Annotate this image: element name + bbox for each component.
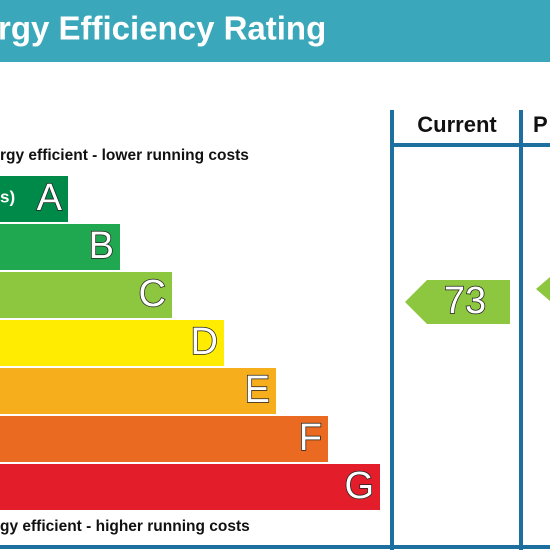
- band-bar: [0, 464, 380, 510]
- column-header: P: [533, 112, 548, 137]
- band-range: s): [0, 187, 15, 206]
- column-header: Current: [417, 112, 497, 137]
- bottom-note: gy efficient - higher running costs: [0, 518, 250, 535]
- band-letter: A: [37, 177, 63, 219]
- band-bar: [0, 176, 68, 222]
- band-bar: [0, 272, 172, 318]
- current-arrow: [405, 280, 510, 324]
- band-bar: [0, 416, 328, 462]
- header-title: rgy Efficiency Rating: [0, 10, 326, 47]
- band-letter: F: [299, 417, 322, 459]
- band-bar: [0, 368, 276, 414]
- top-note: rgy efficient - lower running costs: [0, 147, 249, 164]
- header-bar: [0, 0, 550, 62]
- potential-arrow: [536, 277, 550, 301]
- band-letter: G: [344, 465, 374, 507]
- current-value: 73: [444, 280, 486, 322]
- band-letter: E: [245, 369, 270, 411]
- band-bar: [0, 224, 120, 270]
- band-bar: [0, 320, 224, 366]
- band-letter: C: [139, 273, 166, 315]
- band-letter: B: [89, 225, 114, 267]
- band-letter: D: [191, 321, 218, 363]
